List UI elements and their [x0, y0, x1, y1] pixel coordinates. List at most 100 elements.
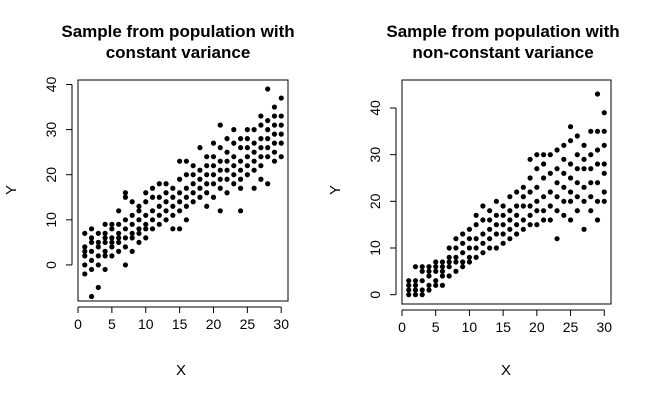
right-data-point: [446, 254, 452, 260]
right-data-point: [500, 240, 506, 246]
left-data-point: [163, 199, 169, 205]
left-data-point: [210, 140, 217, 146]
right-data-point: [453, 268, 459, 274]
left-points: [82, 86, 284, 300]
left-data-point: [244, 163, 250, 169]
right-data-point: [567, 124, 574, 130]
left-data-point: [251, 158, 257, 164]
left-data-point: [82, 253, 88, 259]
left-data-point: [102, 230, 108, 236]
right-y-axis: 0 10 20 30 40: [367, 100, 397, 299]
left-data-point: [122, 262, 129, 268]
left-plot-frame: [77, 79, 289, 302]
left-data-point: [271, 122, 278, 128]
right-data-point: [574, 152, 580, 158]
right-data-point: [547, 152, 553, 158]
left-data-point: [109, 244, 115, 250]
right-data-point: [466, 236, 473, 242]
right-data-point: [500, 231, 506, 237]
right-data-point: [412, 292, 419, 298]
right-y-tick-label: 30: [367, 147, 383, 163]
right-data-point: [567, 175, 574, 181]
right-data-point: [426, 287, 432, 293]
left-data-point: [265, 86, 271, 92]
right-data-point: [500, 222, 506, 228]
left-x-tick-label: 15: [172, 316, 188, 332]
left-data-point: [109, 226, 115, 232]
right-data-point: [554, 147, 560, 153]
left-data-point: [190, 163, 196, 169]
left-data-point: [156, 221, 162, 227]
left-data-point: [170, 203, 176, 209]
left-data-point: [265, 145, 271, 151]
left-x-tick-label: 25: [240, 316, 256, 332]
right-data-point: [493, 222, 499, 228]
left-data-point: [95, 284, 101, 291]
left-data-point: [224, 158, 230, 164]
right-data-point: [527, 212, 533, 218]
left-data-point: [177, 208, 183, 214]
right-data-point: [433, 278, 439, 284]
left-data-point: [210, 154, 217, 160]
left-data-point: [271, 149, 278, 155]
left-data-point: [197, 194, 203, 200]
right-data-point: [527, 203, 533, 209]
right-data-point: [487, 226, 493, 232]
right-data-point: [426, 273, 432, 279]
left-data-point: [116, 221, 122, 227]
left-data-point: [190, 199, 196, 205]
left-data-point: [251, 140, 257, 146]
right-data-point: [588, 180, 594, 186]
left-data-point: [231, 181, 237, 187]
right-data-point: [520, 217, 526, 223]
right-data-point: [473, 236, 479, 242]
right-data-point: [554, 194, 560, 200]
left-data-point: [204, 172, 210, 178]
left-data-point: [251, 185, 257, 191]
left-data-point: [88, 257, 95, 264]
left-data-point: [136, 226, 142, 232]
left-y-tick-label: 30: [43, 122, 59, 138]
left-data-point: [136, 203, 142, 209]
right-data-point: [581, 198, 587, 204]
left-data-point: [149, 217, 156, 223]
right-x-tick-label: 0: [398, 319, 406, 335]
right-data-point: [493, 245, 499, 251]
left-data-point: [170, 226, 176, 232]
left-data-point: [271, 140, 278, 146]
right-data-point: [520, 226, 526, 232]
right-data-point: [419, 268, 425, 274]
right-data-point: [601, 142, 607, 148]
left-data-point: [143, 221, 149, 227]
left-data-point: [244, 145, 250, 151]
left-data-point: [278, 113, 284, 119]
left-data-point: [224, 190, 230, 196]
right-plot-frame: [401, 79, 612, 305]
right-x-tick-label: 25: [563, 319, 579, 335]
right-data-point: [507, 194, 513, 200]
right-x-tick-label: 15: [495, 319, 511, 335]
right-data-point: [433, 259, 439, 265]
left-data-point: [95, 244, 101, 250]
right-data-point: [446, 264, 452, 270]
left-data-point: [237, 158, 244, 164]
right-data-point: [480, 231, 486, 237]
right-panel: Sample from population with non-constant…: [327, 22, 620, 379]
right-data-point: [493, 198, 499, 204]
right-data-point: [594, 128, 601, 134]
left-data-point: [210, 194, 217, 200]
left-data-point: [143, 190, 149, 196]
right-data-point: [473, 212, 479, 218]
left-data-point: [116, 208, 122, 214]
right-data-point: [588, 128, 594, 134]
left-data-point: [231, 163, 237, 169]
left-data-point: [82, 244, 88, 250]
left-data-point: [116, 248, 122, 254]
right-data-point: [561, 212, 567, 218]
left-data-point: [88, 235, 95, 241]
right-data-point: [534, 152, 540, 158]
left-y-axis-label: Y: [3, 185, 20, 195]
left-data-point: [122, 217, 129, 223]
left-data-point: [149, 208, 156, 214]
